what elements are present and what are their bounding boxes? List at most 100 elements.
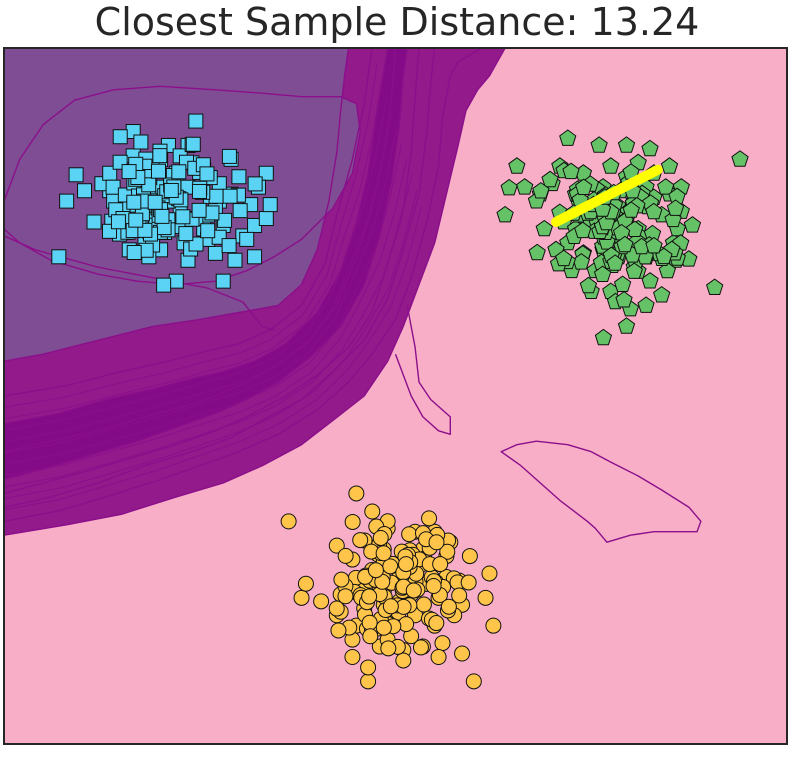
circle-marker [330,622,347,639]
square-marker [147,194,163,210]
pentagon-marker [637,296,655,313]
square-marker [258,165,274,181]
contour-line [4,95,388,431]
contour-line [4,190,418,500]
circle-marker [380,640,397,657]
square-marker [51,249,67,265]
square-marker [163,182,179,198]
pentagon-marker [660,157,679,174]
plot-frame [3,47,788,745]
pentagon-marker [594,328,613,346]
pentagon-marker [532,181,550,199]
pentagon-marker [625,262,643,279]
circle-marker [415,596,432,613]
circle-marker [361,588,378,605]
contour-line [4,206,423,511]
contour-line [4,126,398,454]
square-marker [171,164,187,180]
circle-marker [344,649,361,665]
pentagon-marker [535,219,553,237]
square-marker [222,188,238,204]
square-marker [86,214,102,230]
square-marker [105,179,121,195]
closest-pair-line [551,164,663,227]
circle-marker [333,571,350,588]
pentagon-marker [516,178,534,195]
pentagon-marker [706,278,724,295]
square-marker [178,226,194,242]
contour-line [4,48,408,481]
square-marker [175,209,191,225]
contour-line [4,48,436,509]
pentagon-marker [641,139,659,157]
circle-marker [280,513,297,530]
circle-marker [428,615,445,632]
square-marker [232,203,248,219]
contour-line [4,48,350,362]
circle-marker [454,645,471,662]
pentagon-marker [574,221,592,239]
circle-marker [460,574,477,591]
pentagon-marker [590,136,608,153]
pentagon-marker [602,157,620,174]
pentagon-marker [562,162,580,180]
square-marker [126,244,142,260]
square-marker [168,273,184,289]
square-marker [191,202,207,218]
pentagon-marker [645,236,663,254]
square-marker [207,245,223,261]
circle-marker [367,562,384,579]
pentagon-marker [559,129,577,146]
contour-line [4,48,389,425]
pentagon-marker [528,243,546,261]
pentagon-marker [626,220,644,237]
contour-line [394,305,451,435]
contour-line [4,111,393,443]
circle-marker [362,628,379,645]
square-marker [126,194,142,210]
contour-lines [4,48,702,543]
circle-marker [434,635,451,652]
circle-marker [481,565,498,582]
square-marker [110,214,126,230]
circle-marker [360,673,377,690]
pentagon-marker [683,216,702,233]
contour-line [4,63,378,408]
square-marker [121,164,137,180]
circle-marker [477,589,494,606]
pentagon-marker [555,249,573,267]
square-marker [112,129,128,145]
square-marker [185,136,201,152]
square-marker [152,148,168,164]
circle-marker [293,589,310,606]
pentagon-marker [645,202,663,220]
contour-line [4,48,506,536]
pentagon-marker [579,276,598,294]
circle-marker [421,510,438,527]
pentagon-marker [657,178,675,195]
circle-marker [352,532,369,549]
square-marker [154,208,170,224]
circle-marker [364,503,381,520]
square-marker [239,231,255,247]
square-marker [221,148,237,164]
square-marker [262,197,278,213]
circle-marker [428,534,445,551]
pentagon-marker [617,317,636,334]
square-marker [247,176,263,192]
circle-marker [395,652,412,669]
pentagon-marker [613,275,632,292]
square-marker [128,212,144,228]
circle-marker [485,617,502,634]
square-marker [227,252,243,268]
circle-marker [297,575,314,592]
pentagon-marker [653,285,671,303]
circle-marker [430,649,447,665]
pentagon-marker [666,199,685,216]
pentagon-marker [622,201,640,218]
pentagon-marker [606,254,624,271]
pentagon-marker [658,261,677,279]
square-marker [200,223,216,239]
pentagon-marker [508,157,526,174]
square-marker [258,211,274,227]
